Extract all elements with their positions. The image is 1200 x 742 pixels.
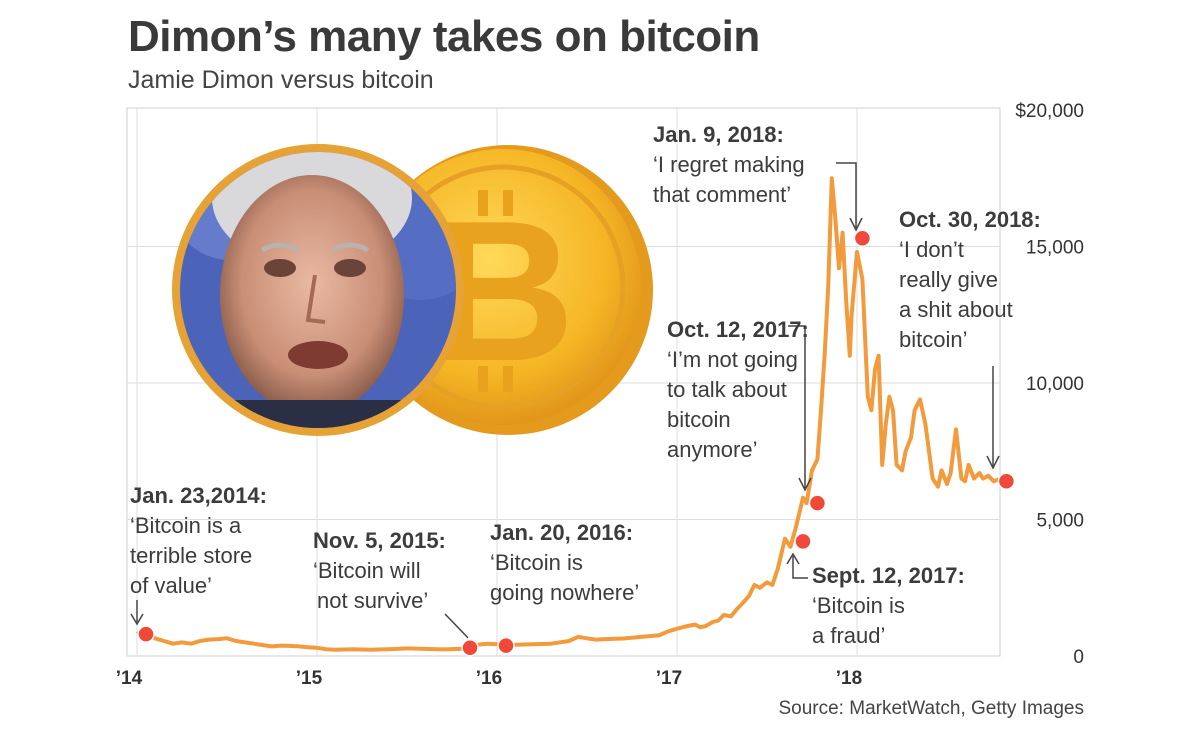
annotation-date: Jan. 20, 2016: — [490, 520, 633, 545]
annotation-quote-line: bitcoin’ — [899, 327, 967, 352]
arrowhead — [986, 455, 1000, 470]
chart-subtitle: Jamie Dimon versus bitcoin — [128, 66, 434, 94]
event-marker — [461, 639, 479, 657]
annotation: Oct. 12, 2017: ‘I’m not going to talk abou… — [667, 317, 827, 512]
y-tick-label: 10,000 — [1026, 374, 1084, 395]
arrowhead — [130, 613, 144, 626]
bitcoin-price-line — [135, 176, 1008, 652]
x-tick-label: ’17 — [656, 668, 682, 689]
annotation-date: Oct. 30, 2018: — [899, 207, 1041, 232]
y-tick-label: 5,000 — [1036, 511, 1084, 532]
event-marker — [853, 229, 872, 248]
annotation-quote-line: a fraud’ — [812, 623, 885, 648]
annotation-quote-line: to talk about — [667, 377, 787, 402]
annotation: Nov. 5, 2015: ‘Bitcoin will not survive’ — [313, 528, 479, 657]
event-marker — [808, 494, 827, 512]
annotation-quote-line: anymore’ — [667, 437, 757, 462]
plot-frame — [126, 107, 1001, 657]
chart-title: Dimon’s many takes on bitcoin — [128, 12, 760, 61]
x-tick-label: ’16 — [476, 668, 502, 689]
annotation-quote-line: bitcoin — [667, 407, 731, 432]
annotation-quote-line: ‘I’m not going — [667, 347, 798, 372]
annotation-quote-line: of value’ — [130, 573, 212, 598]
arrowhead — [786, 552, 800, 565]
annotation-date: Jan. 9, 2018: — [653, 122, 784, 147]
annotation: Jan. 20, 2016: ‘Bitcoin is going nowhere’ — [490, 520, 639, 655]
annotation: Sept. 12, 2017: ‘Bitcoin is a fraud’ — [786, 532, 965, 648]
arrowhead — [798, 477, 812, 492]
y-tick-label: 0 — [1073, 647, 1084, 668]
annotation-quote-line: really give — [899, 267, 998, 292]
jamie-dimon-photo — [172, 144, 464, 436]
annotation-quote-line: ‘I regret making — [653, 152, 805, 177]
x-tick-label: ’18 — [836, 668, 862, 689]
x-tick-label: ’14 — [116, 668, 143, 689]
event-marker — [137, 625, 155, 643]
annotation-quote-line: ‘Bitcoin is — [490, 550, 583, 575]
y-tick-label: 15,000 — [1026, 238, 1084, 259]
x-axis: ’14 ’15 ’16 ’17 ’18 — [116, 668, 862, 689]
event-marker — [794, 532, 812, 551]
annotation-quote-line: ‘Bitcoin is a — [130, 513, 242, 538]
annotation-quote-line: a shit about — [899, 297, 1013, 322]
annotation-quote-line: that comment’ — [653, 182, 791, 207]
event-marker — [997, 472, 1016, 491]
y-axis: $20,000 15,000 10,000 5,000 0 — [1015, 101, 1084, 668]
annotation-arrow — [788, 325, 806, 488]
event-marker — [497, 636, 515, 655]
annotation-quote-line: ‘Bitcoin will — [313, 558, 421, 583]
annotations: Jan. 23,2014: ‘Bitcoin is a terrible store… — [130, 122, 1041, 657]
annotation: Oct. 30, 2018: ‘I don’t really give a shit … — [899, 207, 1041, 491]
annotation-date: Nov. 5, 2015: — [313, 528, 446, 553]
annotation-quote-line: ‘Bitcoin is — [812, 593, 905, 618]
annotation: Jan. 9, 2018: ‘I regret making that commen… — [653, 122, 872, 248]
annotation-quote-line: going nowhere’ — [490, 580, 639, 605]
annotation-arrow — [836, 162, 857, 228]
y-tick-label: $20,000 — [1015, 101, 1084, 122]
annotation-date: Sept. 12, 2017: — [812, 563, 965, 588]
annotation-quote-line: ‘I don’t — [899, 237, 964, 262]
annotation-arrow — [792, 556, 808, 579]
annotation-arrow — [444, 613, 469, 639]
annotation-date: Oct. 12, 2017: — [667, 317, 809, 342]
annotation: Jan. 23,2014: ‘Bitcoin is a terrible store… — [130, 483, 267, 643]
annotation-quote-line: not survive’ — [317, 588, 428, 613]
annotation-quote-line: terrible store — [130, 543, 252, 568]
x-tick-label: ’15 — [296, 668, 323, 689]
arrowhead — [849, 217, 863, 232]
annotation-date: Jan. 23,2014: — [130, 483, 267, 508]
source-note: Source: MarketWatch, Getty Images — [778, 698, 1084, 719]
